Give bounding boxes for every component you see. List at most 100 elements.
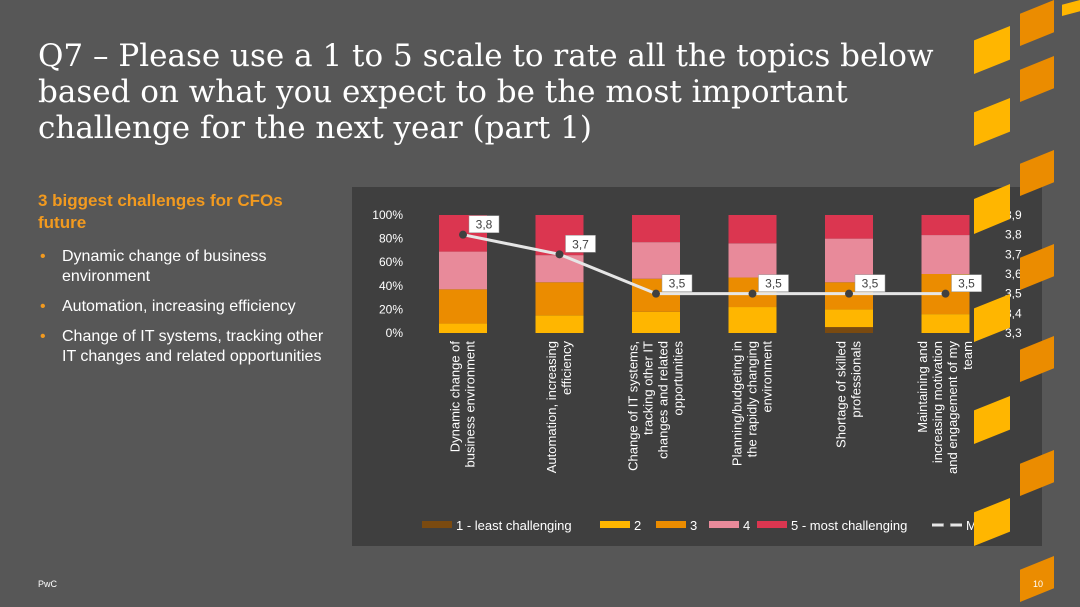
mean-data-label: 3,8 xyxy=(476,218,493,232)
legend-swatch xyxy=(757,521,787,528)
bar-segment xyxy=(439,251,487,290)
mean-label-box xyxy=(565,235,596,253)
mean-data-label: 3,5 xyxy=(765,277,782,291)
mean-marker xyxy=(459,230,467,239)
category-label-line: team xyxy=(960,341,975,370)
category-label-line: Change of IT systems, xyxy=(626,341,641,471)
category-label-line: professionals xyxy=(849,341,864,418)
category-label-line: changes and related xyxy=(656,341,671,459)
y-axis-tick-label: 100% xyxy=(372,208,403,222)
bar-segment xyxy=(825,309,873,328)
x-axis-category-label: Change of IT systems, tracking other IT ch… xyxy=(626,341,686,471)
decorative-chevron xyxy=(1020,150,1054,196)
y-axis-tick-label: 80% xyxy=(379,232,403,246)
legend-label: 5 - most challenging xyxy=(791,518,907,533)
decorative-chevron xyxy=(1020,56,1054,102)
decorative-chevron xyxy=(1062,0,1080,16)
decorative-chevrons xyxy=(974,0,1080,602)
mean-data-label: 3,5 xyxy=(958,277,975,291)
bar-segment xyxy=(728,215,777,244)
mean-label-box xyxy=(854,274,886,292)
category-label-line: efficiency xyxy=(559,341,574,395)
mean-marker xyxy=(555,250,564,259)
legend-label: 4 xyxy=(743,518,750,533)
mean-data-label: 3,5 xyxy=(669,277,686,291)
decorative-chevron xyxy=(1020,556,1054,602)
challenge-item: Dynamic change of business environment xyxy=(38,247,328,287)
category-label-line: Planning/budgeting in xyxy=(730,341,745,466)
x-axis-category-label: Maintaining and increasing motivation and … xyxy=(915,341,975,474)
legend-swatch xyxy=(422,521,452,528)
bar-segment xyxy=(921,215,970,236)
category-label-line: Shortage of skilled xyxy=(834,341,849,448)
legend-label: 2 xyxy=(634,518,641,533)
category-label-line: tracking other IT xyxy=(641,341,656,435)
category-label-line: the rapidly changing xyxy=(745,341,760,457)
mean-label-box xyxy=(951,274,982,292)
mean-data-label: 3,7 xyxy=(572,237,589,251)
decorative-chevron xyxy=(1020,450,1054,496)
y-axis-tick-label: 40% xyxy=(379,279,403,293)
legend-marker xyxy=(943,521,951,529)
decorative-chevron xyxy=(974,396,1010,444)
y-axis-tick-label: 60% xyxy=(379,255,403,269)
decorative-chevron xyxy=(1020,336,1054,382)
bar-segment xyxy=(632,311,680,333)
bar-segment xyxy=(921,314,970,333)
legend-swatch xyxy=(709,521,739,528)
legend-swatch xyxy=(656,521,686,528)
bar-segment xyxy=(728,307,777,333)
chart-panel: 0% 20% 40% 60% 80% 100% 3,3 3,4 3,5 3,6 3,7 3,8 3,9 3… xyxy=(352,187,1042,546)
y-axis-tick-label: 0% xyxy=(386,326,404,340)
legend-swatch xyxy=(600,521,630,528)
bar-segment xyxy=(921,235,970,274)
x-axis-category-label: Automation, increasing efficiency xyxy=(544,341,574,474)
category-label-line: and engagement of my xyxy=(945,341,960,474)
footer-brand: PwC xyxy=(38,579,58,589)
category-label-line: Automation, increasing xyxy=(544,341,559,473)
mean-marker xyxy=(652,289,660,298)
decorative-chevron xyxy=(974,184,1010,234)
x-axis-category-label: Dynamic change of business environment xyxy=(448,341,478,468)
bar-segment xyxy=(825,215,873,239)
y2-axis-tick-label: 3,3 xyxy=(1005,326,1022,340)
bar-segment xyxy=(728,243,777,278)
bar-segment xyxy=(535,315,584,333)
mean-label-box xyxy=(758,274,789,292)
mean-label-box xyxy=(468,215,500,233)
challenges-heading: 3 biggest challenges for CFOs future xyxy=(38,191,283,232)
bar-segment xyxy=(632,242,680,279)
bar-segment xyxy=(535,282,584,316)
decorative-chevron xyxy=(974,498,1010,546)
decorative-chevron xyxy=(1020,0,1054,46)
challenge-item: Change of IT systems, tracking other IT … xyxy=(38,327,328,367)
legend-label: 3 xyxy=(690,518,697,533)
slide-title: Q7 – Please use a 1 to 5 scale to rate a… xyxy=(38,38,934,146)
category-label-line: business environment xyxy=(463,341,478,468)
y-axis-tick-label: 20% xyxy=(379,302,403,316)
challenge-item: Automation, increasing efficiency xyxy=(38,297,328,317)
legend-label: 1 - least challenging xyxy=(456,518,572,533)
stacked-bar-chart: 0%20%40%60%80%100%3,33,43,53,63,73,83,93… xyxy=(372,208,1022,533)
decorative-chevron xyxy=(974,294,1010,342)
y2-axis-tick-label: 3,6 xyxy=(1005,267,1022,281)
mean-label-box xyxy=(661,274,693,292)
category-label-line: environment xyxy=(760,341,775,413)
mean-marker xyxy=(941,289,950,298)
bar-segment xyxy=(439,289,487,324)
bar-segment xyxy=(632,215,680,243)
mean-line xyxy=(462,233,946,296)
challenges-list: Dynamic change of business environment A… xyxy=(38,247,328,377)
decorative-chevron xyxy=(974,26,1010,74)
mean-marker xyxy=(845,289,853,298)
category-label-line: Maintaining and xyxy=(915,341,930,433)
bar-segment xyxy=(825,327,873,333)
y2-axis-tick-label: 3,7 xyxy=(1005,247,1022,261)
category-label-line: opportunities xyxy=(671,341,686,416)
x-axis-category-label: Shortage of skilled professionals xyxy=(834,341,864,448)
x-axis-category-label: Planning/budgeting in the rapidly changin… xyxy=(730,341,775,466)
page-number: 10 xyxy=(1032,579,1043,589)
mean-data-label: 3,5 xyxy=(862,277,879,291)
category-label-line: increasing motivation xyxy=(930,341,945,463)
bar-segment xyxy=(439,323,487,333)
